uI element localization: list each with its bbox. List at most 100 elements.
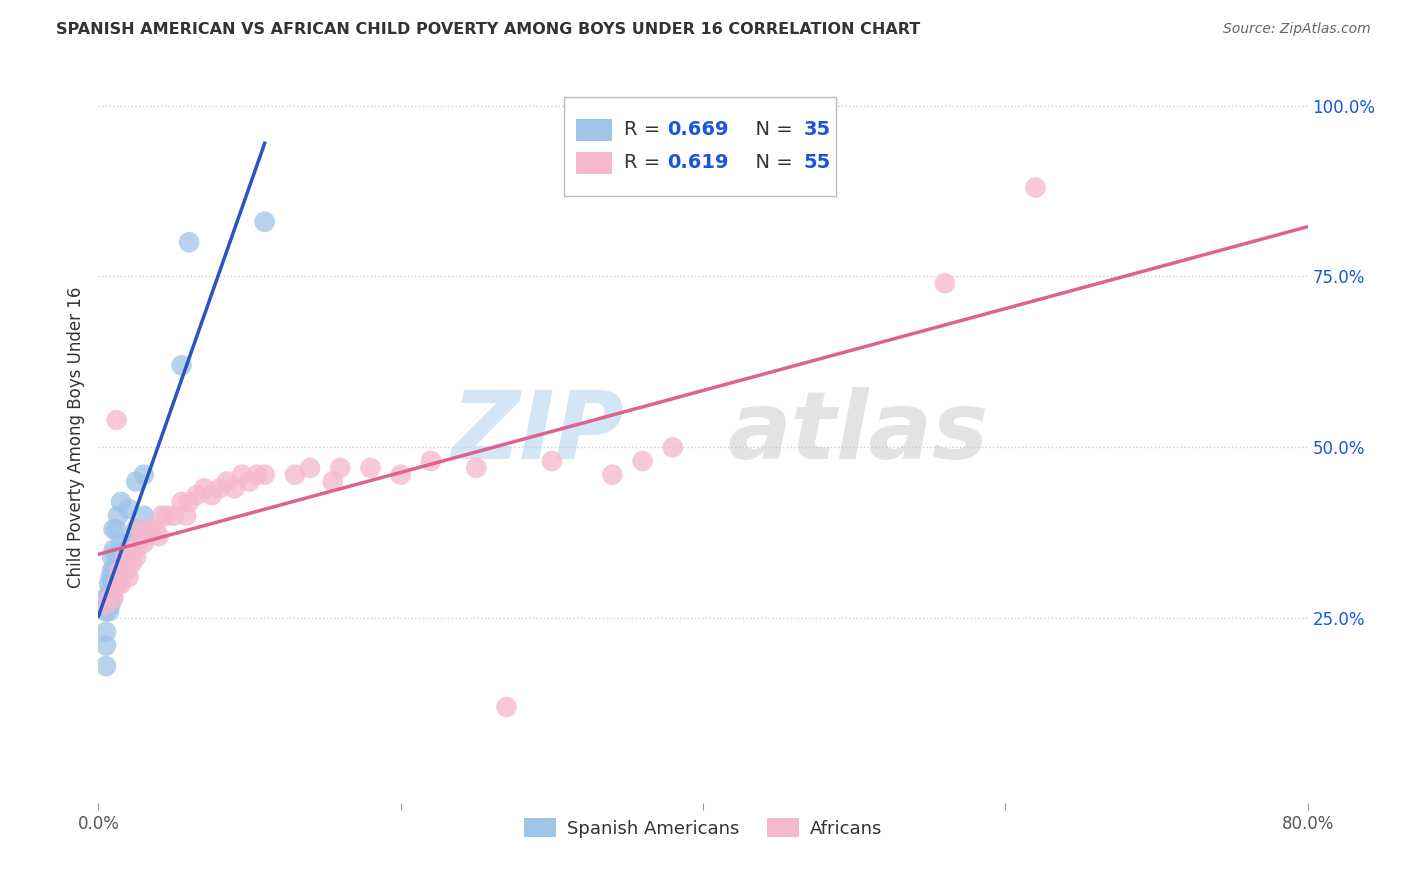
- FancyBboxPatch shape: [576, 152, 613, 174]
- Point: [208, 481, 231, 495]
- Point: [253, 215, 276, 229]
- Point: [163, 508, 186, 523]
- Point: [170, 495, 193, 509]
- Point: [103, 522, 125, 536]
- Point: [107, 508, 129, 523]
- Point: [105, 549, 128, 564]
- Point: [602, 467, 624, 482]
- Text: 0.669: 0.669: [666, 120, 728, 139]
- Text: 0.619: 0.619: [666, 153, 728, 172]
- Point: [170, 359, 193, 373]
- Point: [215, 475, 238, 489]
- Point: [118, 570, 141, 584]
- Text: R =: R =: [624, 153, 666, 172]
- Point: [284, 467, 307, 482]
- Text: ZIP: ZIP: [451, 387, 624, 479]
- Point: [98, 577, 121, 591]
- Point: [150, 508, 173, 523]
- Point: [125, 549, 148, 564]
- Point: [540, 454, 562, 468]
- Point: [186, 488, 208, 502]
- Point: [103, 591, 125, 605]
- Point: [389, 467, 412, 482]
- Point: [108, 563, 131, 577]
- Point: [94, 624, 117, 639]
- Point: [94, 604, 117, 618]
- Point: [101, 591, 124, 605]
- Point: [155, 508, 177, 523]
- Point: [107, 549, 129, 564]
- Point: [174, 508, 197, 523]
- Point: [253, 467, 276, 482]
- Point: [125, 522, 148, 536]
- Point: [329, 460, 352, 475]
- Point: [103, 542, 125, 557]
- FancyBboxPatch shape: [576, 119, 613, 141]
- Point: [105, 522, 128, 536]
- Point: [101, 549, 124, 564]
- Point: [103, 577, 125, 591]
- Point: [465, 460, 488, 475]
- Text: SPANISH AMERICAN VS AFRICAN CHILD POVERTY AMONG BOYS UNDER 16 CORRELATION CHART: SPANISH AMERICAN VS AFRICAN CHILD POVERT…: [56, 22, 921, 37]
- Point: [129, 522, 152, 536]
- Point: [124, 542, 146, 557]
- Point: [148, 529, 170, 543]
- Point: [100, 570, 122, 584]
- Point: [100, 583, 122, 598]
- Text: R =: R =: [624, 120, 666, 139]
- Point: [239, 475, 262, 489]
- Point: [107, 577, 129, 591]
- Point: [112, 563, 135, 577]
- Point: [934, 277, 956, 291]
- Point: [115, 563, 138, 577]
- Point: [495, 700, 517, 714]
- Point: [631, 454, 654, 468]
- Point: [121, 557, 143, 571]
- Point: [110, 536, 132, 550]
- Point: [246, 467, 269, 482]
- Point: [98, 604, 121, 618]
- Point: [118, 536, 141, 550]
- Y-axis label: Child Poverty Among Boys Under 16: Child Poverty Among Boys Under 16: [66, 286, 84, 588]
- Text: 35: 35: [803, 120, 831, 139]
- Point: [103, 563, 125, 577]
- Point: [420, 454, 443, 468]
- Point: [141, 522, 163, 536]
- Point: [360, 460, 382, 475]
- Point: [132, 536, 155, 550]
- Point: [98, 591, 121, 605]
- Text: 55: 55: [803, 153, 831, 172]
- Point: [110, 563, 132, 577]
- Point: [193, 481, 215, 495]
- Point: [299, 460, 322, 475]
- Point: [224, 481, 246, 495]
- Text: N =: N =: [742, 153, 799, 172]
- Point: [132, 467, 155, 482]
- Point: [94, 639, 117, 653]
- Point: [122, 542, 145, 557]
- Point: [114, 549, 136, 564]
- Point: [100, 598, 122, 612]
- Point: [110, 495, 132, 509]
- Point: [661, 440, 683, 454]
- Point: [105, 577, 128, 591]
- Point: [94, 598, 117, 612]
- Point: [322, 475, 344, 489]
- Point: [201, 488, 224, 502]
- Text: atlas: atlas: [727, 387, 988, 479]
- Point: [101, 577, 124, 591]
- Point: [128, 536, 150, 550]
- Point: [110, 577, 132, 591]
- Text: N =: N =: [742, 120, 799, 139]
- Point: [94, 591, 117, 605]
- Point: [135, 529, 157, 543]
- Point: [100, 591, 122, 605]
- Point: [125, 475, 148, 489]
- Point: [105, 413, 128, 427]
- FancyBboxPatch shape: [564, 97, 837, 195]
- Point: [101, 563, 124, 577]
- Point: [94, 659, 117, 673]
- Point: [179, 235, 201, 250]
- Point: [145, 522, 167, 536]
- Legend: Spanish Americans, Africans: Spanish Americans, Africans: [516, 811, 890, 845]
